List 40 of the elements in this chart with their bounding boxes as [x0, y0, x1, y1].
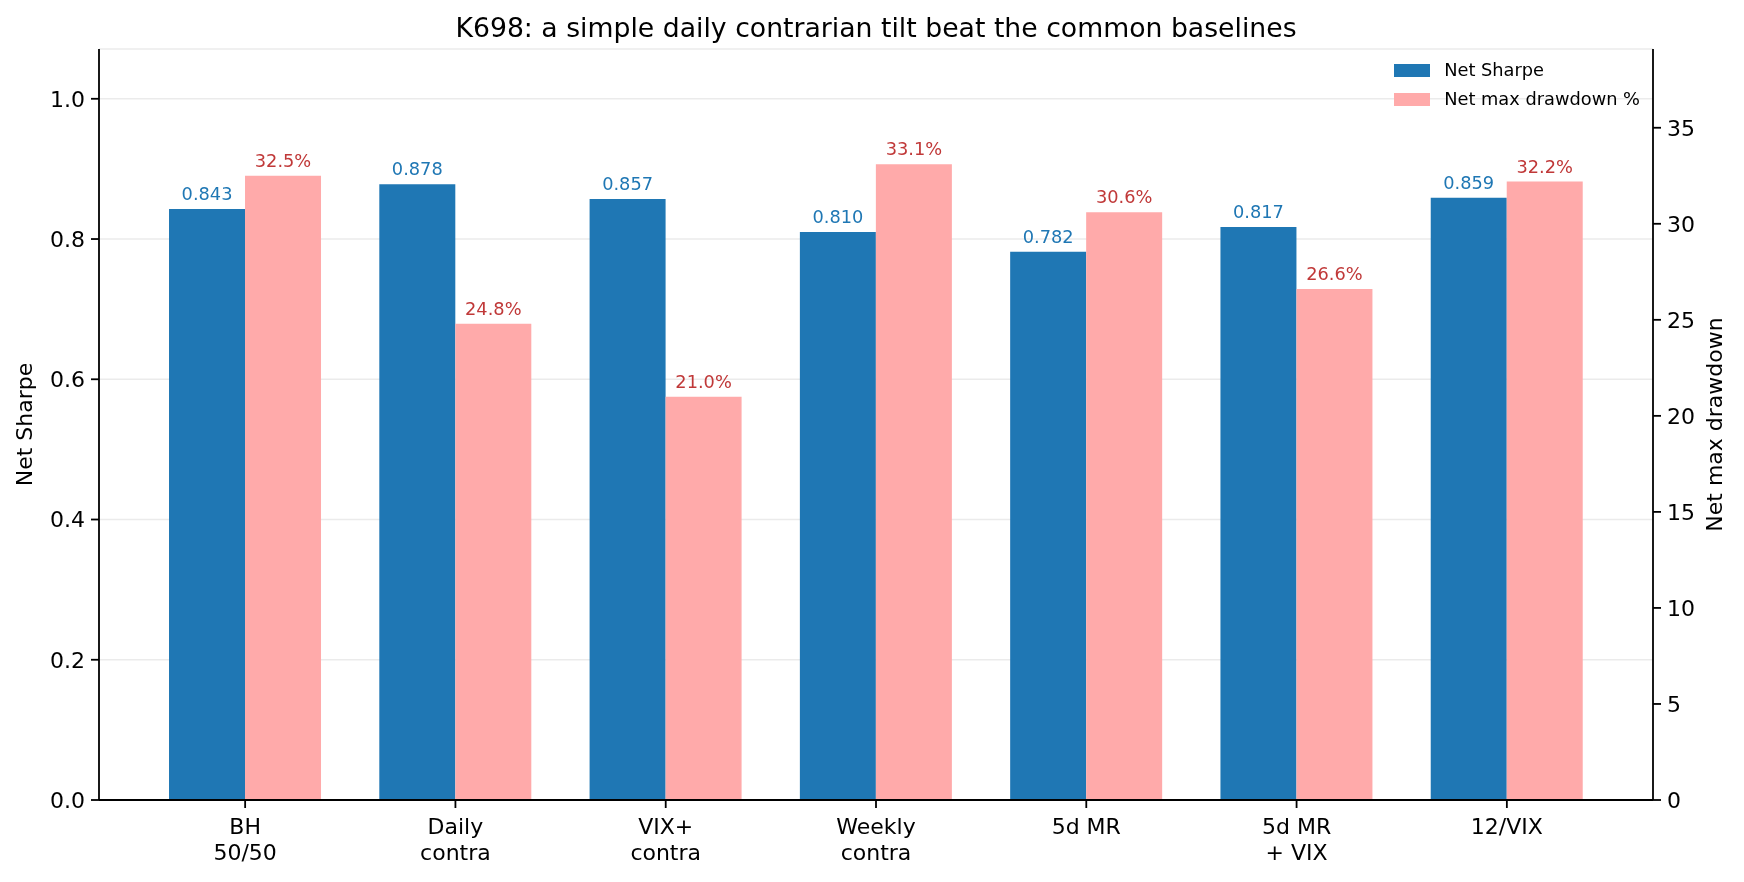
- y-tick-label: 0.8: [50, 226, 85, 252]
- data-label: 26.6%: [1306, 263, 1363, 285]
- y2-tick-label: 10: [1667, 595, 1695, 621]
- y2-tick-label: 20: [1667, 403, 1695, 429]
- data-label: 0.843: [181, 182, 233, 204]
- data-label: 32.5%: [254, 149, 312, 171]
- legend-label: Net Sharpe: [1444, 59, 1545, 80]
- legend-label: Net max drawdown %: [1444, 88, 1640, 109]
- y-axis-title: Net Sharpe: [11, 362, 37, 487]
- x-tick-label: 12/VIX: [1470, 814, 1543, 839]
- y-tick-label: 1.0: [50, 86, 85, 112]
- data-label: 0.859: [1443, 171, 1495, 193]
- y2-tick-label: 15: [1667, 499, 1695, 525]
- y-tick-label: 0.0: [50, 787, 85, 813]
- data-label: 33.1%: [885, 138, 943, 160]
- x-tick-label: 5d MR + VIX: [1261, 814, 1332, 865]
- y-tick-label: 0.6: [50, 367, 85, 393]
- x-tick-label: Weekly contra: [836, 814, 916, 865]
- x-tick-label: VIX+ contra: [630, 814, 702, 865]
- data-label: 0.782: [1022, 225, 1074, 247]
- x-tick-label: 5d MR: [1051, 814, 1121, 839]
- data-label: 32.2%: [1516, 155, 1573, 177]
- y2-tick-label: 0: [1667, 787, 1681, 813]
- y2-axis-title: Net max drawdown: [1701, 317, 1727, 532]
- x-tick-label: BH 50/50: [213, 814, 277, 865]
- chart-title: K698: a simple daily contrarian tilt beat the common baselines: [454, 11, 1298, 45]
- data-label: 21.0%: [675, 370, 732, 392]
- data-label: 30.6%: [1095, 186, 1153, 208]
- y-tick-label: 0.2: [50, 647, 85, 673]
- data-label: 0.857: [602, 173, 654, 195]
- y2-tick-label: 25: [1667, 307, 1695, 333]
- y2-tick-label: 35: [1667, 115, 1695, 141]
- data-label: 24.8%: [465, 297, 522, 319]
- y2-tick-label: 5: [1667, 691, 1681, 717]
- data-label: 0.878: [391, 158, 443, 180]
- data-label: 0.810: [812, 206, 864, 228]
- data-label: 0.817: [1232, 201, 1284, 223]
- x-tick-label: Daily contra: [420, 814, 491, 865]
- y-tick-label: 0.4: [50, 507, 85, 533]
- y2-tick-label: 30: [1667, 211, 1695, 237]
